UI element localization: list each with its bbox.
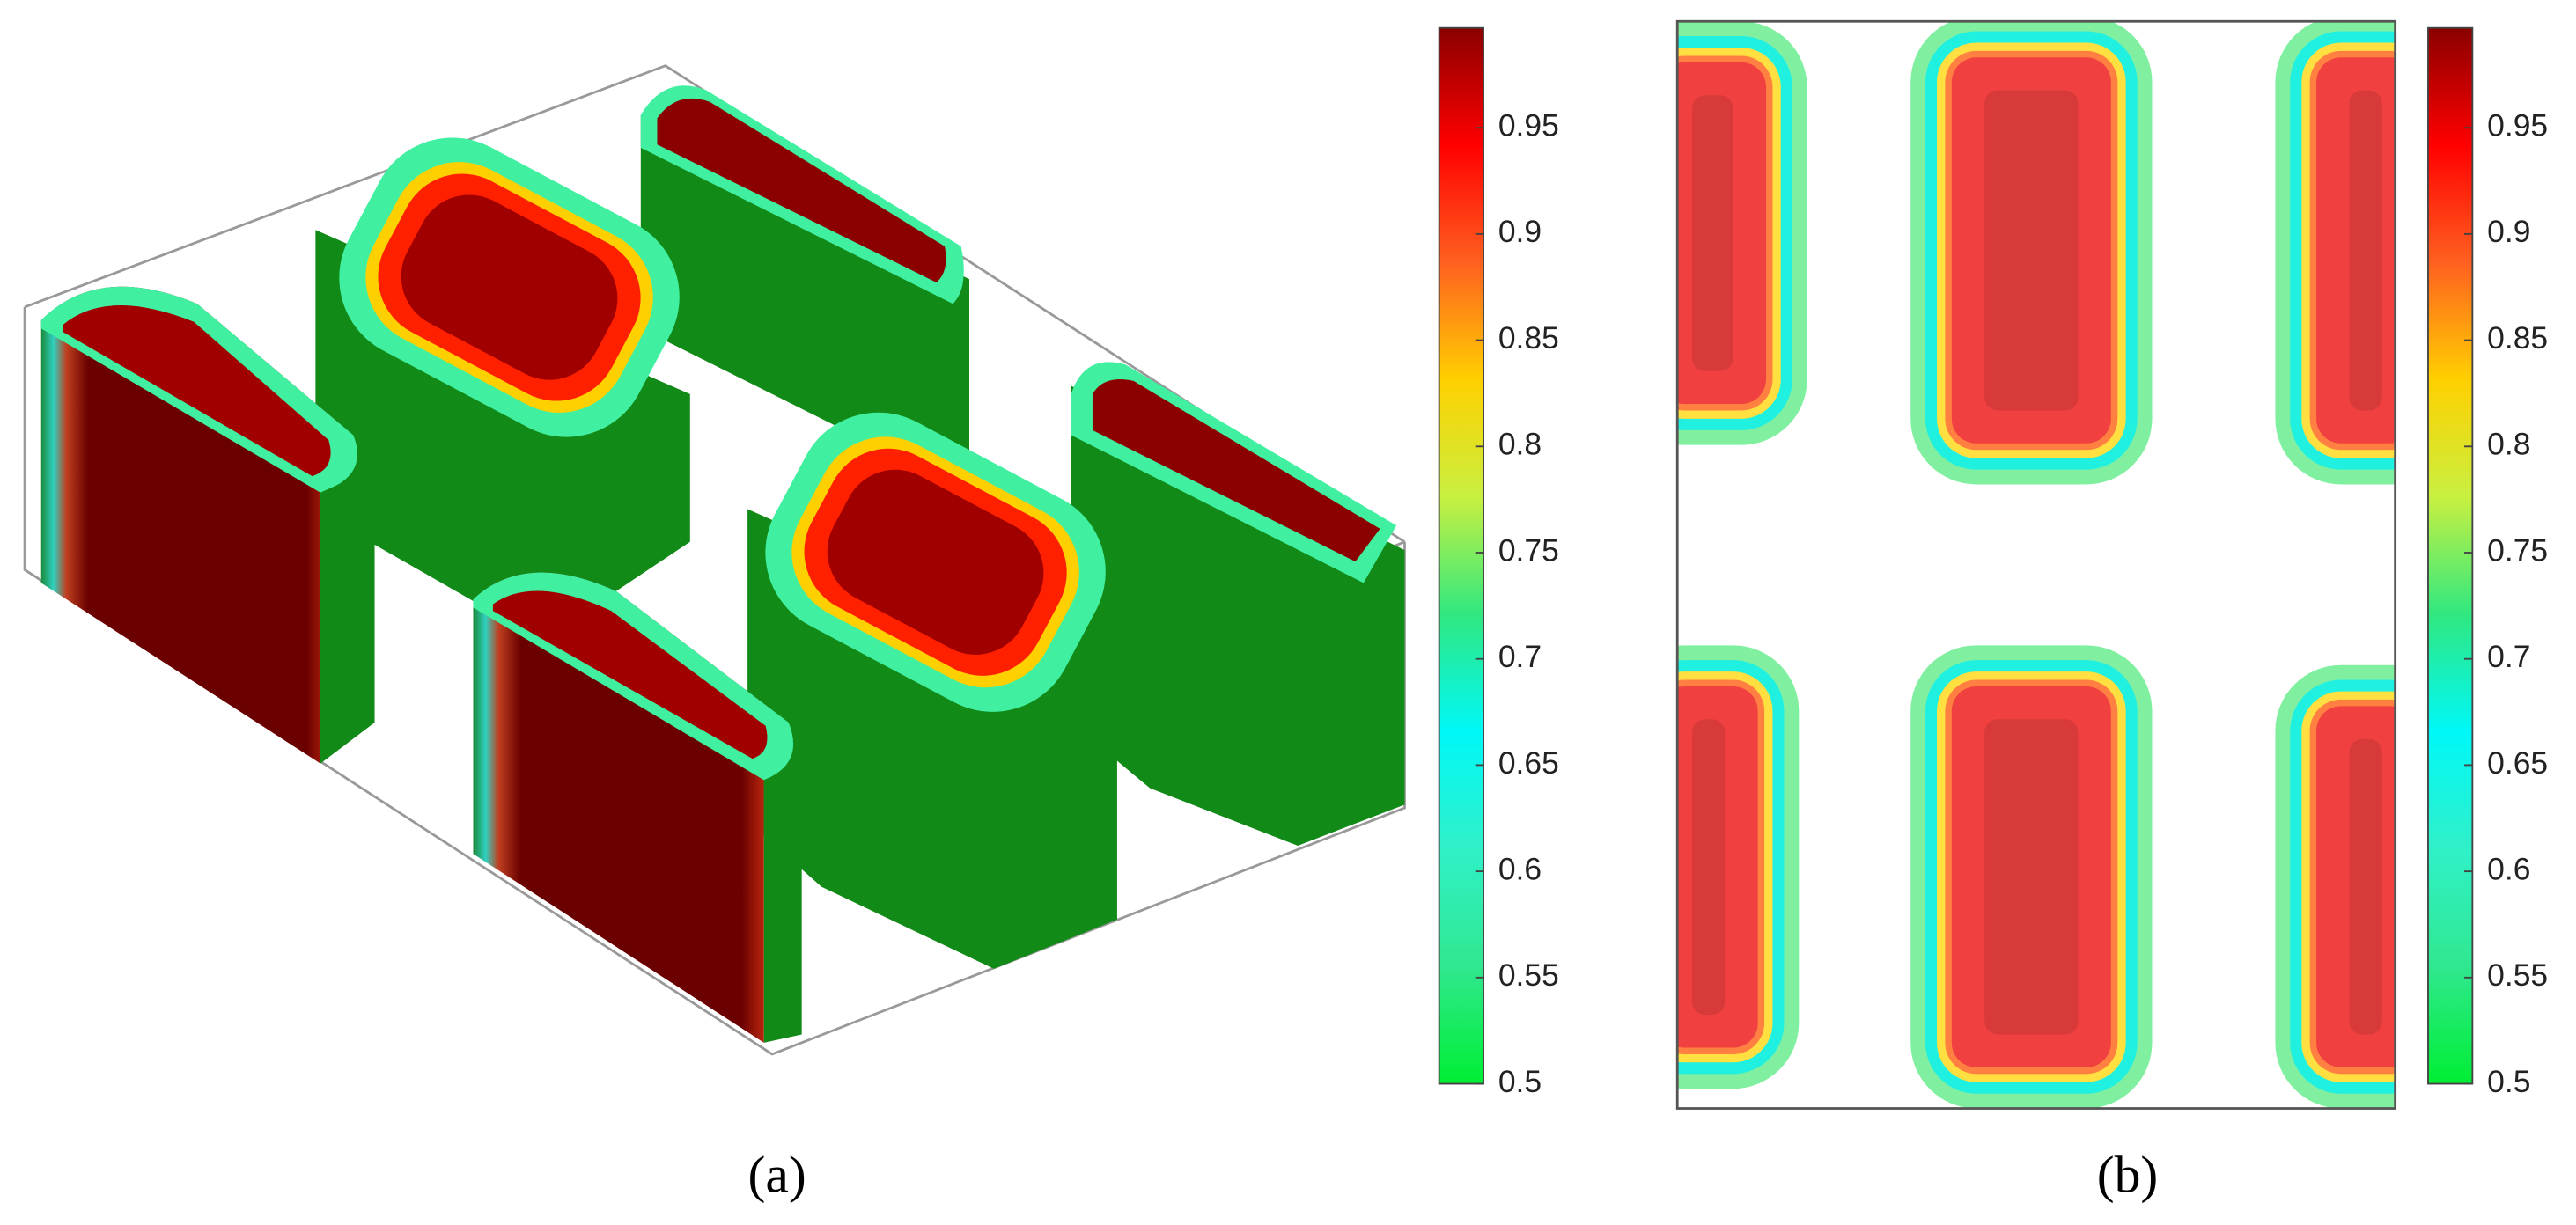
colorbar-tick-label: 0.95 [1498,108,1559,143]
colorbar-tick-label: 0.8 [1498,427,1542,462]
colorbars: 0.5 0.55 0.6 0.65 0.7 0.75 0.8 0.85 0.9 0.95 (a) 0.… [748,26,2548,1204]
colorbar-tick-label: 0.6 [2487,851,2530,886]
colorbar-tick-label: 0.9 [2487,214,2530,249]
plot-frame [1675,19,2397,1110]
contour-band [2349,90,2382,411]
panel-b-contour [1677,21,2396,1109]
colorbar-tick-label: 0.8 [2487,427,2530,462]
colorbar-tick-label: 0.5 [1498,1064,1542,1099]
colorbar-tick-label: 0.65 [1498,745,1559,781]
colorbar-tick-label: 0.75 [1498,532,1559,568]
colorbar-tick-label: 0.85 [1498,320,1559,356]
colorbar-tick-label: 0.55 [1498,957,1559,993]
colorbar-tick-label: 0.7 [1498,639,1542,674]
colorbar [1438,26,1484,1085]
colorbar-tick-label: 0.9 [1498,214,1542,249]
colorbar-tick-label: 0.75 [2487,532,2548,568]
colorbar-tick-label: 0.6 [1498,851,1542,886]
panel-label: (b) [2097,1146,2159,1204]
colorbar-tick-label: 0.85 [2487,320,2548,356]
contour-band [1692,719,1726,1016]
contour-band [1984,719,2079,1035]
panel-a-render [23,64,1406,1056]
contour-band [1984,90,2079,411]
colorbar-tick-label: 0.55 [2487,957,2548,993]
contour-band [2349,738,2382,1035]
colorbar-tick-label: 0.7 [2487,639,2530,674]
colorbar-tick-label: 0.95 [2487,108,2548,143]
colorbar-tick-label: 0.5 [2487,1064,2530,1099]
panel-label: (a) [748,1146,806,1204]
colorbar-tick-label: 0.65 [2487,745,2548,781]
colorbar [2427,26,2474,1085]
contour-band [1692,95,1733,371]
